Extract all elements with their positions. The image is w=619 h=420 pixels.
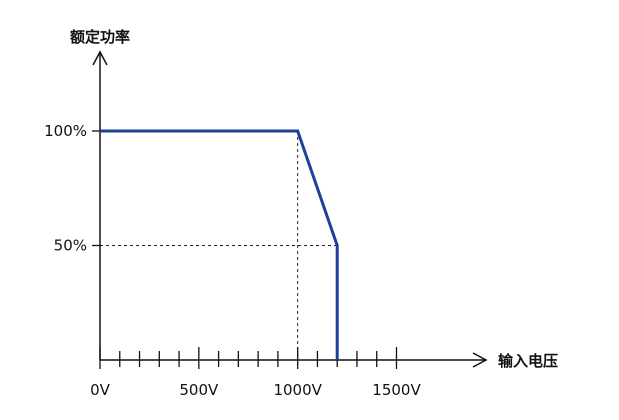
guide-lines [100, 130, 338, 360]
series-group [100, 129, 339, 360]
axes [92, 50, 488, 368]
y-axis-title: 额定功率 [70, 28, 130, 46]
x-axis-title: 输入电压 [498, 352, 558, 370]
x-tick-label: 1500V [372, 381, 421, 399]
x-tick-label: 0V [90, 381, 111, 399]
x-tick-label: 500V [179, 381, 219, 399]
series-line [100, 129, 339, 360]
x-ticks: 0V 500V 1000V 1500V [90, 347, 421, 399]
y-tick-label: 100% [44, 122, 87, 140]
y-tick-label: 50% [54, 237, 87, 255]
x-axis-arrow-icon [472, 352, 488, 368]
y-axis-arrow-icon [92, 50, 108, 66]
x-tick-label: 1000V [273, 381, 322, 399]
y-ticks: 50% 100% [44, 122, 100, 255]
